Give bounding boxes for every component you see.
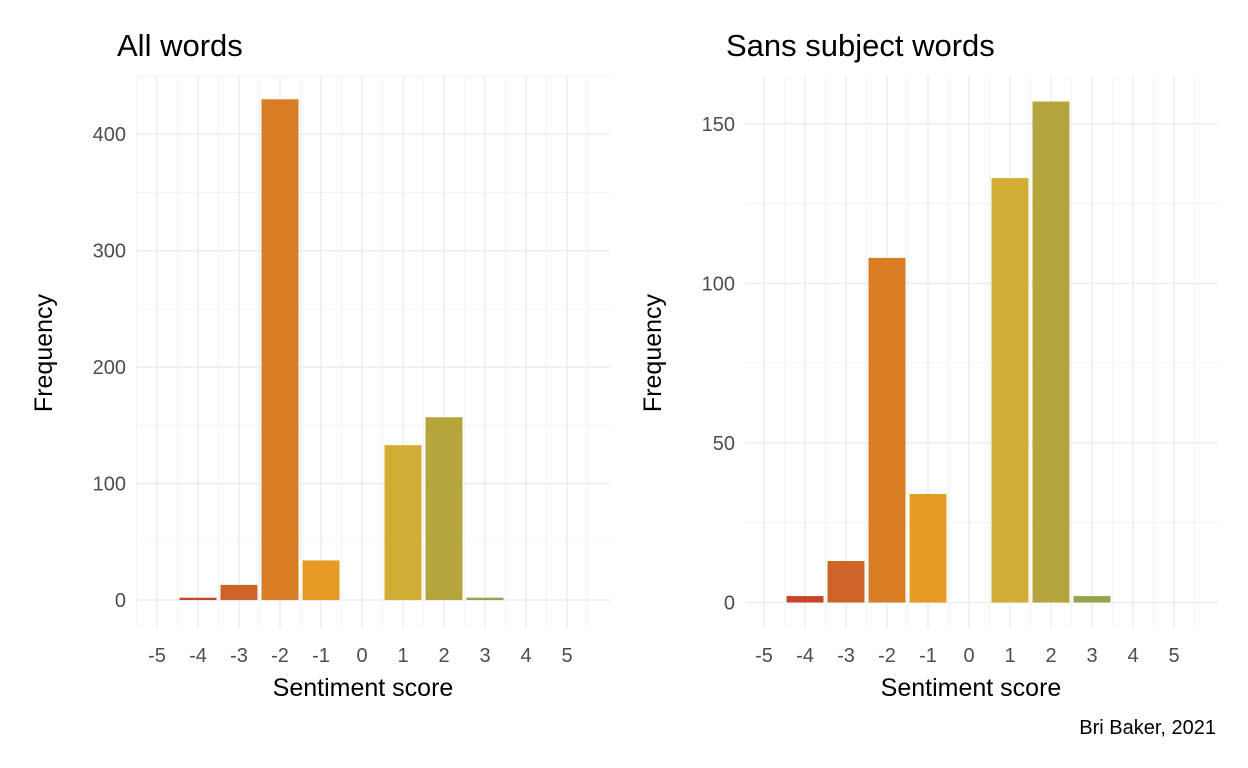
x-axis-title: Sentiment score: [881, 674, 1062, 702]
x-tick-label: 1: [397, 645, 408, 667]
bar: [466, 597, 504, 601]
x-tick-label: -2: [878, 645, 896, 667]
caption: Bri Baker, 2021: [1079, 717, 1216, 739]
y-tick-labels: 0 50 100 150: [702, 114, 735, 615]
bar: [302, 560, 340, 601]
x-tick-label: -4: [189, 645, 207, 667]
x-tick-label: 0: [356, 645, 367, 667]
bar: [1073, 596, 1111, 603]
x-tick-label: 0: [963, 645, 974, 667]
y-tick-label: 150: [702, 114, 735, 136]
x-tick-label: 5: [1168, 645, 1179, 667]
x-tick-label: 5: [561, 645, 572, 667]
panel-all-words: All words 0 100 200 300 400 -5 -4 -3 -2 -1 0 1 2 3 4 5…: [30, 28, 610, 702]
x-tick-label: 4: [520, 645, 531, 667]
x-tick-label: -5: [148, 645, 166, 667]
x-tick-label: -1: [919, 645, 937, 667]
x-axis-title: Sentiment score: [273, 674, 454, 702]
bar: [220, 584, 258, 601]
y-tick-label: 200: [93, 357, 126, 379]
bar: [909, 493, 947, 603]
chart-title: Sans subject words: [726, 28, 995, 63]
y-tick-label: 300: [93, 241, 126, 263]
gridlines: [136, 75, 610, 628]
x-tick-label: 4: [1127, 645, 1138, 667]
bar: [991, 178, 1029, 603]
x-tick-label: 2: [1045, 645, 1056, 667]
x-tick-label: 1: [1004, 645, 1015, 667]
bar: [179, 597, 217, 601]
bar: [425, 417, 463, 601]
x-tick-label: 3: [479, 645, 490, 667]
bar: [1032, 101, 1070, 603]
bar: [261, 99, 299, 601]
x-tick-label: -3: [837, 645, 855, 667]
bar: [868, 257, 906, 603]
y-axis-title: Frequency: [30, 293, 58, 412]
y-tick-labels: 0 100 200 300 400: [93, 124, 126, 612]
x-tick-label: -4: [796, 645, 814, 667]
bar: [786, 596, 824, 603]
x-tick-label: -1: [312, 645, 330, 667]
bars: [179, 99, 504, 601]
y-tick-label: 50: [713, 433, 735, 455]
x-tick-label: -5: [755, 645, 773, 667]
x-tick-label: -3: [230, 645, 248, 667]
x-tick-labels: -5 -4 -3 -2 -1 0 1 2 3 4 5: [755, 645, 1179, 667]
chart-title: All words: [117, 28, 243, 63]
y-tick-label: 400: [93, 124, 126, 146]
bar: [827, 560, 865, 603]
y-tick-label: 100: [702, 273, 735, 295]
x-tick-label: 3: [1086, 645, 1097, 667]
gridlines: [745, 76, 1218, 628]
x-tick-label: -2: [271, 645, 289, 667]
bar: [384, 445, 422, 601]
y-tick-label: 0: [115, 590, 126, 612]
x-tick-labels: -5 -4 -3 -2 -1 0 1 2 3 4 5: [148, 645, 572, 667]
y-axis-title: Frequency: [639, 293, 667, 412]
x-tick-label: 2: [438, 645, 449, 667]
y-tick-label: 100: [93, 474, 126, 496]
bars: [786, 101, 1111, 603]
y-tick-label: 0: [724, 592, 735, 614]
